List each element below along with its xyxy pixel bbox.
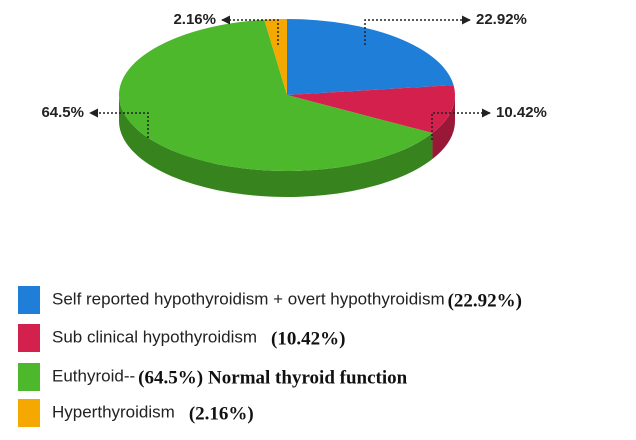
- callout-label: 64.5%: [41, 104, 84, 121]
- slice-side: [119, 95, 433, 197]
- legend-value: (22.92%): [448, 290, 522, 311]
- callout-line: [364, 15, 471, 45]
- callout-label: 2.16%: [173, 11, 216, 28]
- pie-slice: [287, 19, 454, 95]
- legend-label: Self reported hypothyroidism + overt hyp…: [52, 289, 445, 308]
- legend-label: Sub clinical hypothyroidism: [52, 327, 257, 346]
- legend-value: (2.16%): [189, 403, 254, 424]
- annotation: Normal thyroid function: [208, 367, 408, 388]
- legend-label: Euthyroid--: [52, 366, 135, 385]
- legend-value: (64.5%): [138, 367, 203, 388]
- callout-label: 22.92%: [476, 11, 527, 28]
- legend-swatch: [18, 399, 40, 427]
- callout-line: [431, 108, 491, 140]
- pie-slice: [118, 19, 433, 172]
- pie-slice: [287, 85, 455, 134]
- slice-side: [432, 95, 456, 160]
- legend-value: (10.42%): [271, 328, 345, 349]
- legend-label: Hyperthyroidism: [52, 402, 175, 421]
- legend-swatch: [18, 286, 40, 314]
- pie-slice: [264, 19, 287, 95]
- callout-label: 10.42%: [496, 104, 547, 121]
- legend-swatch: [18, 324, 40, 352]
- callout-line: [89, 108, 149, 138]
- callout-line: [221, 15, 279, 45]
- legend-swatch: [18, 363, 40, 391]
